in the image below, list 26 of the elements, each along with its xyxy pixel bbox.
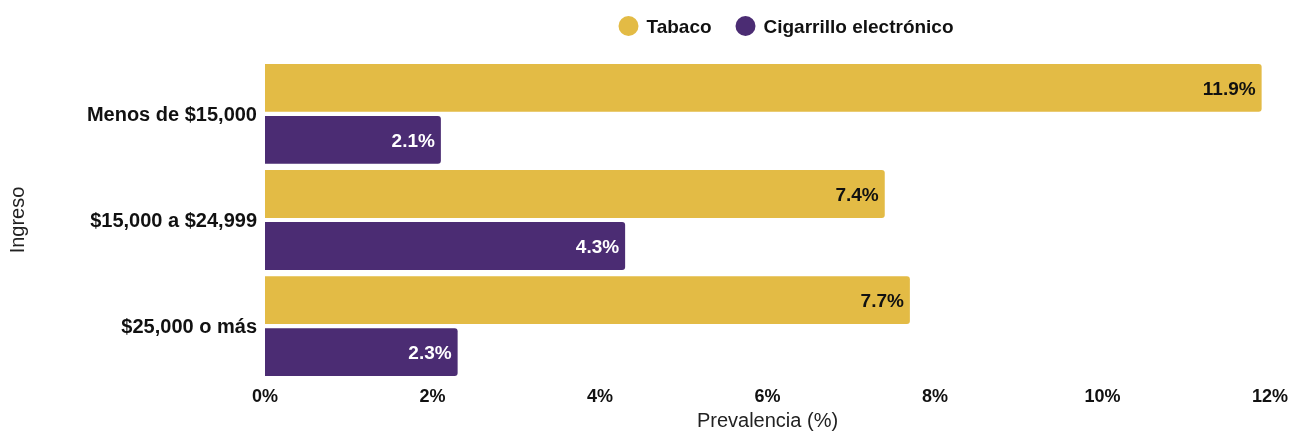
data-label: 2.1% [391, 129, 435, 151]
x-tick-label: 4% [586, 386, 614, 406]
y-tick-label: $15,000 a $24,999 [90, 209, 257, 231]
x-tick-label: 6% [754, 386, 781, 406]
legend-label: Cigarrillo electrónico [763, 15, 954, 37]
bar [265, 328, 458, 376]
x-axis-title: Prevalencia (%) [696, 409, 839, 431]
x-tick-label: 0% [251, 386, 279, 406]
x-tick-label: 12% [1251, 386, 1289, 406]
data-label: 4.3% [575, 235, 620, 257]
data-label: 2.3% [408, 341, 452, 363]
x-tick-label: 2% [419, 386, 446, 406]
data-label: 11.9% [1202, 77, 1256, 99]
bar [265, 276, 910, 325]
y-axis-title: Ingreso [6, 186, 28, 254]
legend-label: Tabaco [646, 15, 712, 37]
y-tick-label: $25,000 o más [121, 315, 257, 338]
bar [265, 170, 885, 218]
bar [265, 115, 441, 164]
x-tick-label: 10% [1084, 386, 1121, 406]
bar [265, 222, 626, 270]
y-tick-label: Menos de $15,000 [86, 102, 257, 125]
data-label: 7.7% [860, 289, 904, 311]
x-tick-label: 8% [921, 386, 949, 406]
data-label: 7.4% [835, 183, 879, 205]
bar [265, 64, 1262, 112]
